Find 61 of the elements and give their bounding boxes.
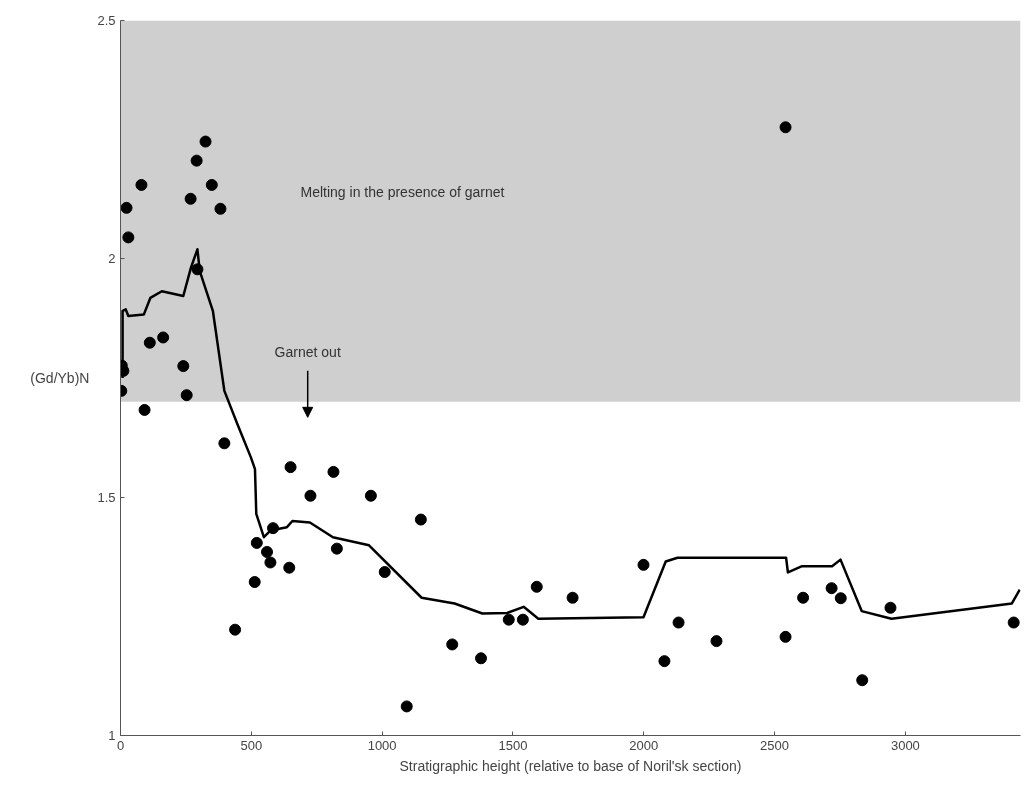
- point: [475, 652, 488, 665]
- y-tick-label: 2.5: [97, 13, 116, 28]
- point: [214, 202, 227, 215]
- point: [446, 638, 459, 651]
- point: [264, 556, 277, 569]
- point: [229, 623, 242, 636]
- point: [710, 635, 723, 648]
- annotation: Garnet out: [274, 344, 341, 361]
- point: [414, 513, 427, 526]
- point: [530, 580, 543, 593]
- point: [138, 403, 151, 416]
- point: [637, 558, 650, 571]
- x-tick-label: 0: [116, 737, 125, 753]
- point: [261, 545, 274, 558]
- point: [157, 331, 170, 344]
- point: [364, 489, 377, 502]
- y-tick-label: 2: [108, 251, 116, 267]
- point: [856, 674, 869, 687]
- point: [884, 601, 897, 614]
- point: [566, 591, 579, 604]
- y-axis-title: (Gd/Yb)N: [30, 370, 90, 386]
- point: [672, 616, 685, 629]
- point: [190, 154, 203, 167]
- point: [779, 630, 792, 643]
- x-tick-label: 2000: [629, 737, 659, 753]
- point: [779, 121, 792, 134]
- point: [283, 561, 296, 574]
- point: [284, 461, 297, 474]
- band-label: Melting in the presence of garnet: [300, 184, 505, 201]
- point: [199, 135, 212, 148]
- point: [378, 566, 391, 578]
- point: [516, 613, 529, 626]
- y-tick-label: 1.5: [97, 489, 116, 505]
- point: [304, 489, 317, 502]
- x-tick-label: 1000: [367, 737, 397, 753]
- point: [218, 437, 231, 450]
- point: [250, 536, 263, 549]
- point: [502, 613, 515, 626]
- point: [248, 576, 261, 588]
- point: [330, 542, 343, 555]
- y-tick-label: 1: [108, 728, 116, 743]
- x-tick-label: 3000: [890, 737, 920, 753]
- x-tick-label: 500: [240, 737, 263, 753]
- point: [177, 360, 190, 373]
- x-axis-title: Stratigraphic height (relative to base of Noril'sk section): [399, 757, 742, 774]
- point: [834, 592, 847, 605]
- point: [327, 465, 340, 478]
- x-tick-label: 2500: [760, 737, 790, 753]
- point: [122, 231, 135, 244]
- point: [180, 389, 193, 402]
- point: [120, 201, 133, 214]
- point: [135, 178, 148, 191]
- point: [797, 591, 810, 604]
- point: [658, 655, 671, 668]
- x-tick-label: 1500: [498, 737, 528, 753]
- point: [825, 582, 838, 595]
- point: [400, 700, 413, 713]
- point: [205, 178, 218, 191]
- point: [1007, 616, 1020, 629]
- point: [184, 192, 197, 205]
- point: [143, 336, 156, 349]
